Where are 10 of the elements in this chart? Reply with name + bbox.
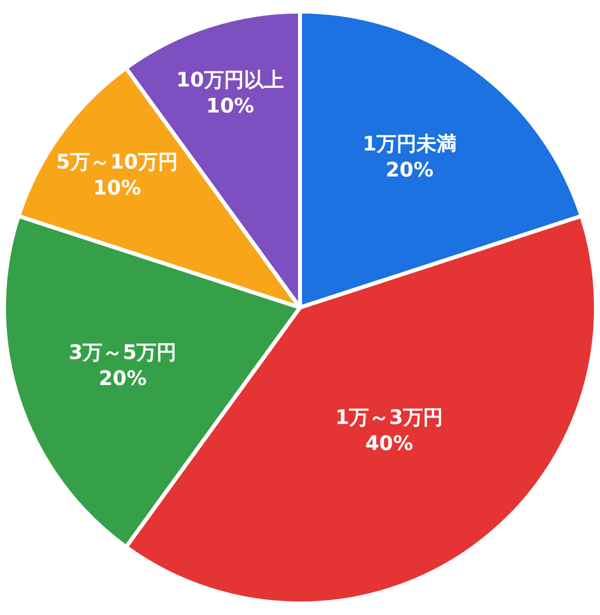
slice-label: 5万～10万円 bbox=[56, 150, 178, 174]
slice-label: 3万～5万円 bbox=[68, 340, 177, 364]
slice-label: 1万～3万円 bbox=[335, 405, 444, 430]
data-label: 10% bbox=[93, 176, 141, 200]
data-label: 40% bbox=[365, 431, 414, 456]
slice-label: 1万円未満 bbox=[362, 132, 457, 156]
slice-label: 10万円以上 bbox=[176, 67, 284, 92]
data-label: 10% bbox=[206, 93, 254, 118]
data-label: 20% bbox=[386, 158, 434, 182]
data-label: 20% bbox=[98, 366, 147, 390]
